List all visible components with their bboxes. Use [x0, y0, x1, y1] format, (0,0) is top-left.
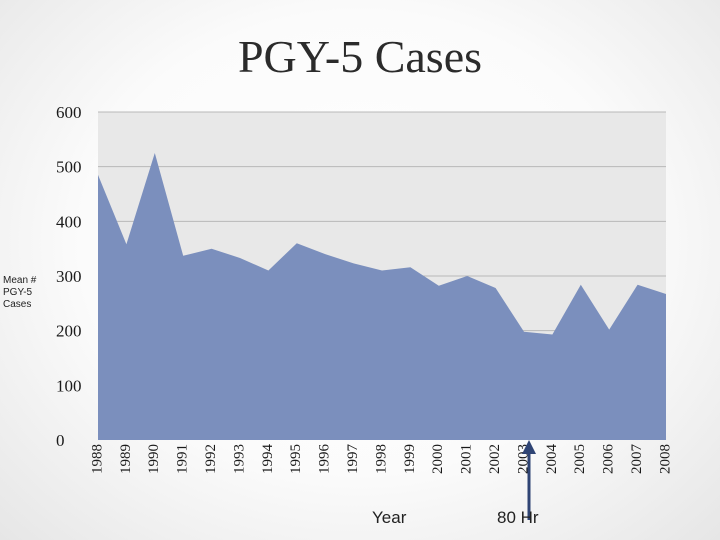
- y-tick-label: 600: [56, 103, 82, 122]
- x-tick-label: 1988: [89, 444, 105, 474]
- x-tick-label: 1996: [317, 444, 333, 475]
- x-tick-label: 1991: [175, 444, 191, 474]
- x-tick-label: 1993: [231, 444, 247, 474]
- area-series: [98, 153, 666, 440]
- x-tick-label: 1989: [118, 444, 134, 474]
- annotation-arrow-head: [522, 440, 536, 454]
- y-tick-label: 300: [56, 267, 82, 286]
- y-tick-label: 400: [56, 212, 82, 231]
- annotation-label: 80 Hr: [497, 508, 539, 527]
- x-tick-label: 1992: [203, 444, 219, 474]
- y-tick-label: 500: [56, 158, 82, 177]
- y-axis-label: Mean # PGY-5 Cases: [3, 275, 37, 310]
- x-tick-label: 2001: [459, 444, 475, 474]
- x-axis-label: Year: [372, 508, 407, 527]
- y-tick-label: 100: [56, 376, 82, 395]
- x-tick-label: 2007: [629, 444, 645, 475]
- x-tick-label: 2000: [430, 444, 446, 474]
- x-tick-label: 1990: [146, 444, 162, 474]
- x-tick-label: 2002: [487, 444, 503, 474]
- y-tick-label: 0: [56, 431, 65, 450]
- x-tick-label: 1998: [373, 444, 389, 474]
- x-tick-label: 1999: [402, 444, 418, 474]
- y-tick-label: 200: [56, 322, 82, 341]
- x-tick-label: 2005: [572, 444, 588, 474]
- x-tick-label: 2008: [657, 444, 673, 474]
- x-tick-label: 1994: [260, 444, 276, 475]
- x-tick-label: 1997: [345, 444, 361, 475]
- x-tick-label: 2004: [544, 444, 560, 475]
- x-tick-label: 1995: [288, 444, 304, 474]
- x-tick-label: 2006: [601, 444, 617, 475]
- chart-title: PGY-5 Cases: [237, 31, 483, 82]
